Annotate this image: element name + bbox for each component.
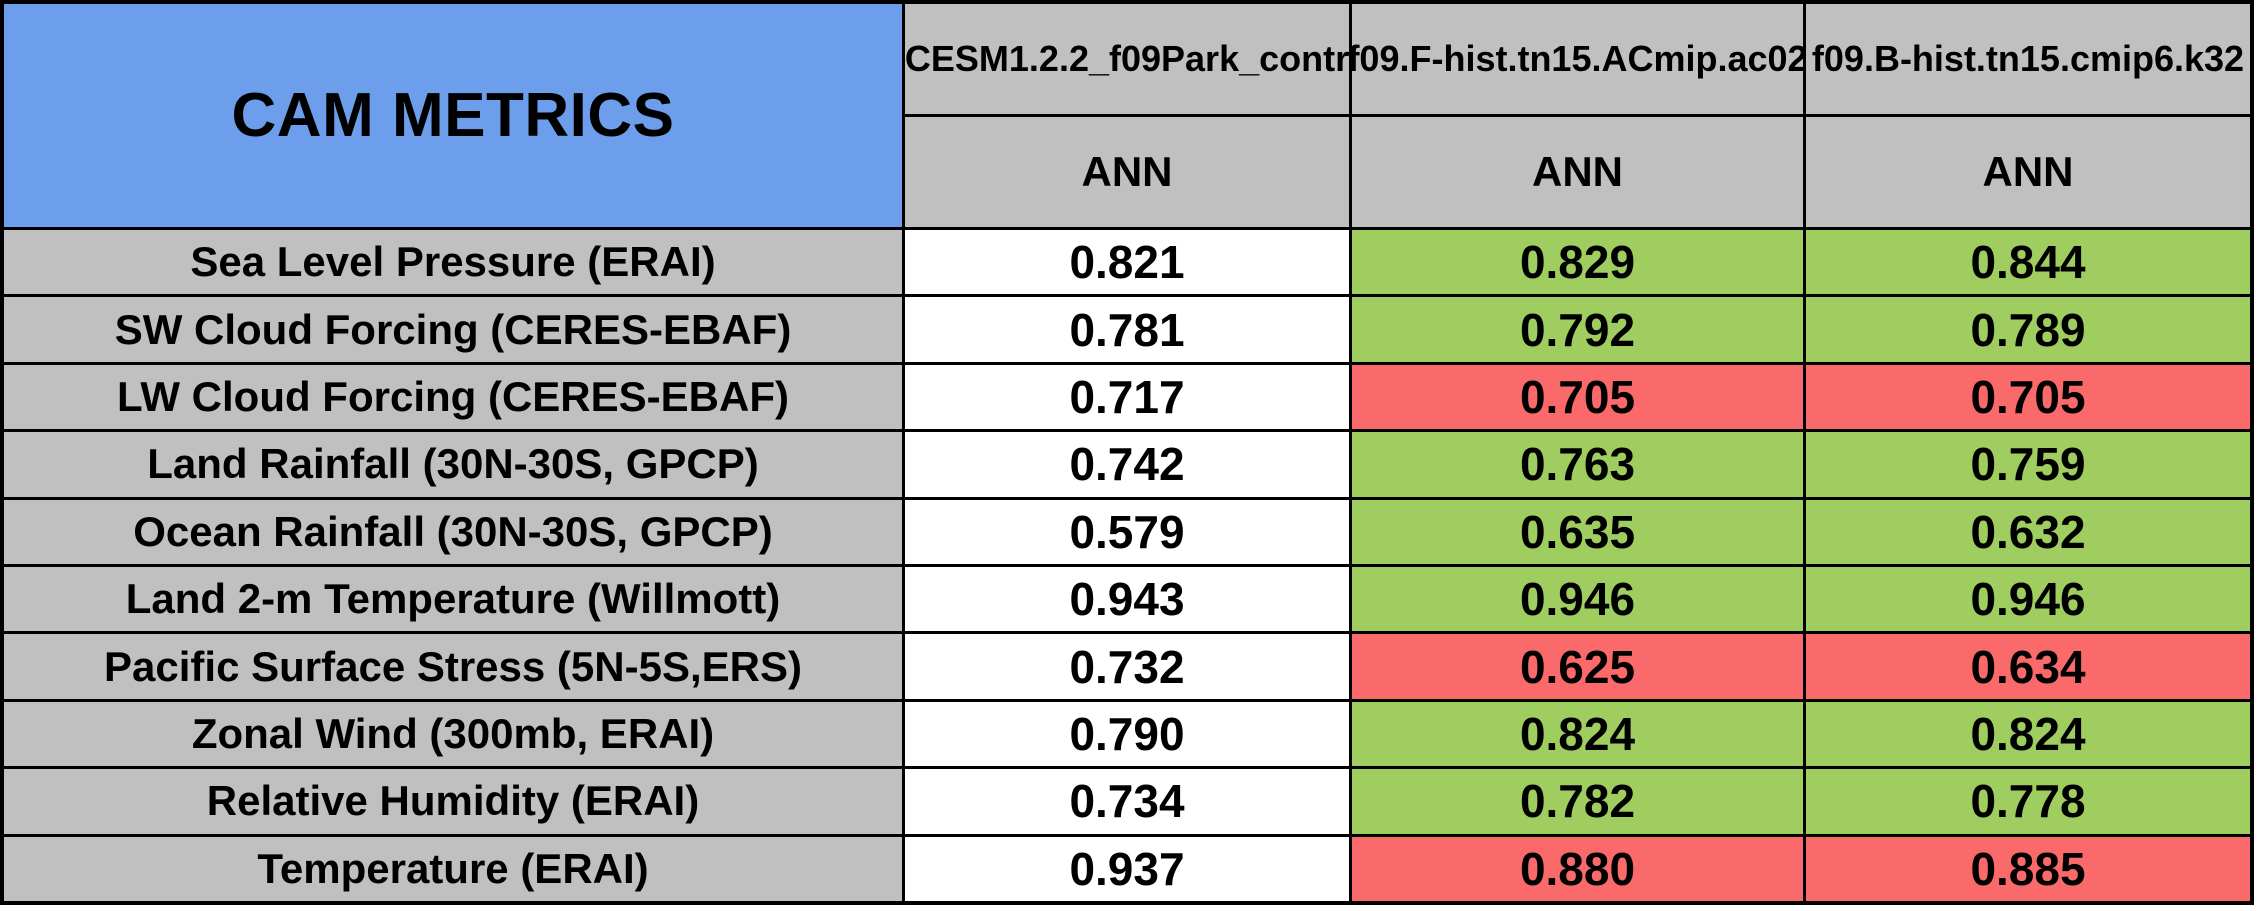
metric-value-cell-text: 0.579 [1069,505,1185,558]
metric-value-cell: 0.705 [1352,364,1803,430]
metric-value-cell-text: 0.880 [1519,842,1636,895]
metric-value-cell: 0.792 [1352,297,1803,362]
metric-label-text: Land 2-m Temperature (Willmott) [125,575,781,623]
metric-value-cell-text: 0.937 [1069,842,1185,895]
metric-value-cell-text: 0.632 [1970,505,2086,558]
metric-label-text: Temperature (ERAI) [257,844,649,892]
metric-value-cell-text: 0.782 [1519,775,1636,828]
metric-value-cell: 0.734 [905,769,1349,834]
metric-value-cell-text: 0.759 [1970,438,2086,491]
experiment-name-header-text: f09.B-hist.tn15.cmip6.k32 [1811,38,2245,79]
metric-value-cell: 0.937 [905,836,1349,901]
experiment-name-header: CESM1.2.2_f09Park_contr [905,4,1349,114]
metric-value-cell-text: 0.824 [1519,707,1636,760]
metric-label-text: SW Cloud Forcing (CERES-EBAF) [114,305,792,353]
metric-value-cell: 0.829 [1352,230,1803,295]
metric-label-text: Sea Level Pressure (ERAI) [190,238,716,286]
metric-value-cell: 0.782 [1352,769,1803,834]
metric-value-cell-text: 0.844 [1970,236,2086,289]
metric-label: Land 2-m Temperature (Willmott) [4,566,902,632]
metric-value-cell-text: 0.792 [1519,303,1636,356]
metric-label: Ocean Rainfall (30N-30S, GPCP) [4,499,902,564]
metric-value-cell: 0.705 [1806,364,2250,430]
experiment-name-header-text: CESM1.2.2_f09Park_contr [904,38,1350,79]
table-title-cell: CAM METRICS [4,4,902,227]
metric-value-cell: 0.625 [1352,634,1803,699]
metric-label-text: Land Rainfall (30N-30S, GPCP) [147,440,759,488]
metric-value-cell: 0.579 [905,499,1349,564]
metric-value-cell: 0.824 [1806,701,2250,767]
metric-value-cell: 0.635 [1352,499,1803,564]
metric-value-cell-text: 0.742 [1069,438,1185,491]
experiment-name-header: f09.F-hist.tn15.ACmip.ac02 [1347,4,1808,114]
metric-value-cell-text: 0.625 [1519,640,1636,693]
season-header: ANN [1806,117,2250,227]
metric-value-cell-text: 0.717 [1069,370,1185,423]
metric-value-cell-text: 0.635 [1519,505,1636,558]
metric-value-cell: 0.778 [1806,769,2250,834]
metric-value-cell: 0.789 [1806,297,2250,362]
metric-value-cell-text: 0.789 [1970,303,2086,356]
season-header: ANN [1352,117,1803,227]
experiment-name-header-text: f09.F-hist.tn15.ACmip.ac02 [1347,38,1808,79]
metric-label: Temperature (ERAI) [4,836,902,901]
metric-value-cell-text: 0.763 [1519,438,1636,491]
metric-label: LW Cloud Forcing (CERES-EBAF) [4,364,902,430]
metric-value-cell-text: 0.778 [1970,775,2086,828]
metric-value-cell-text: 0.705 [1970,370,2086,423]
metric-value-cell: 0.732 [905,634,1349,699]
metric-value-cell: 0.759 [1806,432,2250,497]
metric-label-text: LW Cloud Forcing (CERES-EBAF) [117,372,789,420]
metric-value-cell-text: 0.790 [1069,707,1185,760]
metric-label: SW Cloud Forcing (CERES-EBAF) [4,297,902,362]
metric-label: Sea Level Pressure (ERAI) [4,230,902,295]
metric-value-cell: 0.946 [1352,566,1803,632]
metric-value-cell: 0.763 [1352,432,1803,497]
metric-value-cell: 0.781 [905,297,1349,362]
season-header: ANN [905,117,1349,227]
metric-value-cell: 0.821 [905,230,1349,295]
metric-value-cell: 0.824 [1352,701,1803,767]
metric-label-text: Pacific Surface Stress (5N-5S,ERS) [104,642,802,690]
season-header-text: ANN [1081,148,1173,195]
metric-value-cell: 0.943 [905,566,1349,632]
metric-value-cell: 0.880 [1352,836,1803,901]
season-header-text: ANN [1532,148,1623,195]
table-title: CAM METRICS [231,81,675,150]
metric-value-cell-text: 0.829 [1519,236,1636,289]
metric-value-cell-text: 0.732 [1069,640,1185,693]
metric-value-cell-text: 0.705 [1519,370,1636,423]
metric-value-cell-text: 0.885 [1970,842,2086,895]
metric-value-cell-text: 0.734 [1069,775,1185,828]
metric-value-cell: 0.742 [905,432,1349,497]
metric-label-text: Zonal Wind (300mb, ERAI) [191,709,715,757]
metric-value-cell-text: 0.943 [1069,573,1185,626]
metric-value-cell-text: 0.634 [1970,640,2086,693]
metric-value-cell: 0.844 [1806,230,2250,295]
metric-value-cell-text: 0.946 [1519,573,1636,626]
metric-label: Relative Humidity (ERAI) [4,769,902,834]
metric-value-cell-text: 0.946 [1970,573,2086,626]
metric-label: Pacific Surface Stress (5N-5S,ERS) [4,634,902,699]
metric-value-cell-text: 0.781 [1069,303,1185,356]
metric-value-cell: 0.634 [1806,634,2250,699]
metric-label: Land Rainfall (30N-30S, GPCP) [4,432,902,497]
metric-value-cell-text: 0.824 [1970,707,2086,760]
metric-label: Zonal Wind (300mb, ERAI) [4,701,902,767]
experiment-name-header: f09.B-hist.tn15.cmip6.k32 [1806,4,2250,114]
metric-value-cell: 0.790 [905,701,1349,767]
metric-value-cell-text: 0.821 [1069,236,1185,289]
season-header-text: ANN [1982,148,2074,195]
metric-value-cell: 0.717 [905,364,1349,430]
metric-value-cell: 0.885 [1806,836,2250,901]
metric-label-text: Relative Humidity (ERAI) [206,777,700,825]
metric-label-text: Ocean Rainfall (30N-30S, GPCP) [133,507,773,555]
metric-value-cell: 0.946 [1806,566,2250,632]
metric-value-cell: 0.632 [1806,499,2250,564]
